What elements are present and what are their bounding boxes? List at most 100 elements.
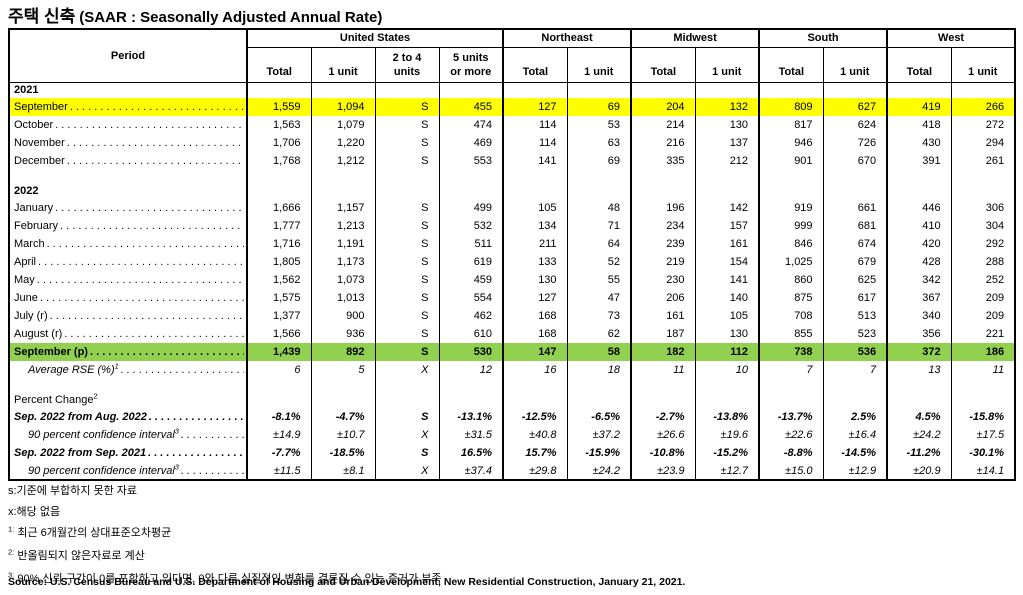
value-cell: 708 — [758, 307, 824, 325]
value-cell — [310, 82, 375, 98]
value-cell — [694, 183, 760, 199]
value-cell: 69 — [566, 98, 632, 116]
value-cell: 206 — [630, 289, 696, 307]
table-row: Average RSE (%)165X1216181110771311 — [8, 361, 1016, 379]
value-cell: 71 — [566, 217, 632, 235]
value-cell: 219 — [630, 253, 696, 271]
value-cell: 681 — [822, 217, 888, 235]
value-cell: 1,079 — [310, 116, 375, 134]
value-cell: ±17.5 — [950, 426, 1016, 444]
value-cell: 1,377 — [246, 307, 311, 325]
dot-leader — [55, 202, 244, 214]
value-cell: 134 — [502, 217, 568, 235]
column-header: 1 unit — [822, 47, 888, 82]
value-cell — [630, 379, 696, 392]
value-cell — [438, 82, 504, 98]
value-cell — [694, 392, 760, 408]
value-cell: 105 — [502, 199, 568, 217]
value-cell: 214 — [630, 116, 696, 134]
value-cell: 356 — [886, 325, 952, 343]
dot-leader — [67, 155, 244, 167]
value-cell: 112 — [694, 343, 760, 361]
table-body: 2021September1,5591,094S4551276920413280… — [8, 82, 1016, 480]
value-cell: 16.5% — [438, 444, 504, 462]
table-row: September 1,5591,094S45512769204132809627… — [8, 98, 1016, 116]
value-cell: 261 — [950, 152, 1016, 170]
value-cell: 127 — [502, 289, 568, 307]
value-cell: 418 — [886, 116, 952, 134]
period-cell: Sep. 2022 from Sep. 2021 — [8, 444, 247, 462]
value-cell: ±23.9 — [630, 462, 696, 480]
value-cell: 294 — [950, 134, 1016, 152]
value-cell — [438, 183, 504, 199]
row-label: February — [14, 220, 59, 232]
value-cell: ±14.1 — [950, 462, 1016, 480]
table-row: October 1,5631,079S4741145321413081762441… — [8, 116, 1016, 134]
value-cell: 1,768 — [246, 152, 311, 170]
period-cell: June — [8, 289, 247, 307]
column-header: Total — [246, 47, 311, 82]
value-cell: ±26.6 — [630, 426, 696, 444]
value-cell — [310, 170, 375, 183]
value-cell: ±12.7 — [694, 462, 760, 480]
value-cell: S — [374, 152, 439, 170]
value-cell: 1,025 — [758, 253, 824, 271]
table-row: April 1,8051,173S619133522191541,02567942… — [8, 253, 1016, 271]
value-cell: 114 — [502, 116, 568, 134]
page-title-korean: 주택 신축 — [8, 7, 76, 26]
value-cell — [374, 379, 439, 392]
group-header-south: South — [758, 29, 888, 48]
value-cell: 532 — [438, 217, 504, 235]
row-label: December — [14, 155, 65, 167]
value-cell: ±40.8 — [502, 426, 568, 444]
value-cell: -7.7% — [246, 444, 311, 462]
value-cell: 625 — [822, 271, 888, 289]
value-cell — [566, 379, 632, 392]
period-cell: July (r) — [8, 307, 247, 325]
value-cell: X — [374, 361, 439, 379]
dot-leader — [148, 447, 244, 459]
value-cell — [502, 170, 568, 183]
dot-leader — [60, 220, 244, 232]
group-header-west: West — [886, 29, 1016, 48]
value-cell: -12.5% — [502, 408, 568, 426]
value-cell: 133 — [502, 253, 568, 271]
period-cell: April — [8, 253, 247, 271]
value-cell — [566, 392, 632, 408]
table-row: Sep. 2022 from Sep. 2021 -7.7%-18.5%S16.5… — [8, 444, 1016, 462]
value-cell: -10.8% — [630, 444, 696, 462]
value-cell: X — [374, 426, 439, 444]
value-cell: 132 — [694, 98, 760, 116]
value-cell: S — [374, 253, 439, 271]
footnote-marker: 3 — [174, 462, 179, 471]
value-cell: 304 — [950, 217, 1016, 235]
row-label: 90 percent confidence interval3 — [28, 426, 179, 441]
value-cell: ±37.2 — [566, 426, 632, 444]
value-cell: 141 — [694, 271, 760, 289]
value-cell — [886, 379, 952, 392]
value-cell: 4.5% — [886, 408, 952, 426]
value-cell: -14.5% — [822, 444, 888, 462]
period-cell: March — [8, 235, 247, 253]
value-cell — [502, 379, 568, 392]
dot-leader — [70, 101, 244, 113]
value-cell — [886, 183, 952, 199]
value-cell — [502, 82, 568, 98]
table-row: July (r) 1,377900S46216873161105708513340… — [8, 307, 1016, 325]
value-cell: ±22.6 — [758, 426, 824, 444]
value-cell: S — [374, 134, 439, 152]
value-cell: 1,566 — [246, 325, 311, 343]
value-cell: 168 — [502, 307, 568, 325]
dot-leader — [90, 346, 244, 358]
footnote-marker: 2: — [8, 547, 15, 557]
value-cell — [758, 82, 824, 98]
period-cell: 90 percent confidence interval3 — [8, 462, 247, 480]
period-cell: Average RSE (%)1 — [8, 361, 247, 379]
value-cell — [950, 170, 1016, 183]
value-cell: 474 — [438, 116, 504, 134]
value-cell: 946 — [758, 134, 824, 152]
row-label: July (r) — [14, 310, 48, 322]
value-cell: 1,220 — [310, 134, 375, 152]
period-cell — [8, 379, 247, 392]
